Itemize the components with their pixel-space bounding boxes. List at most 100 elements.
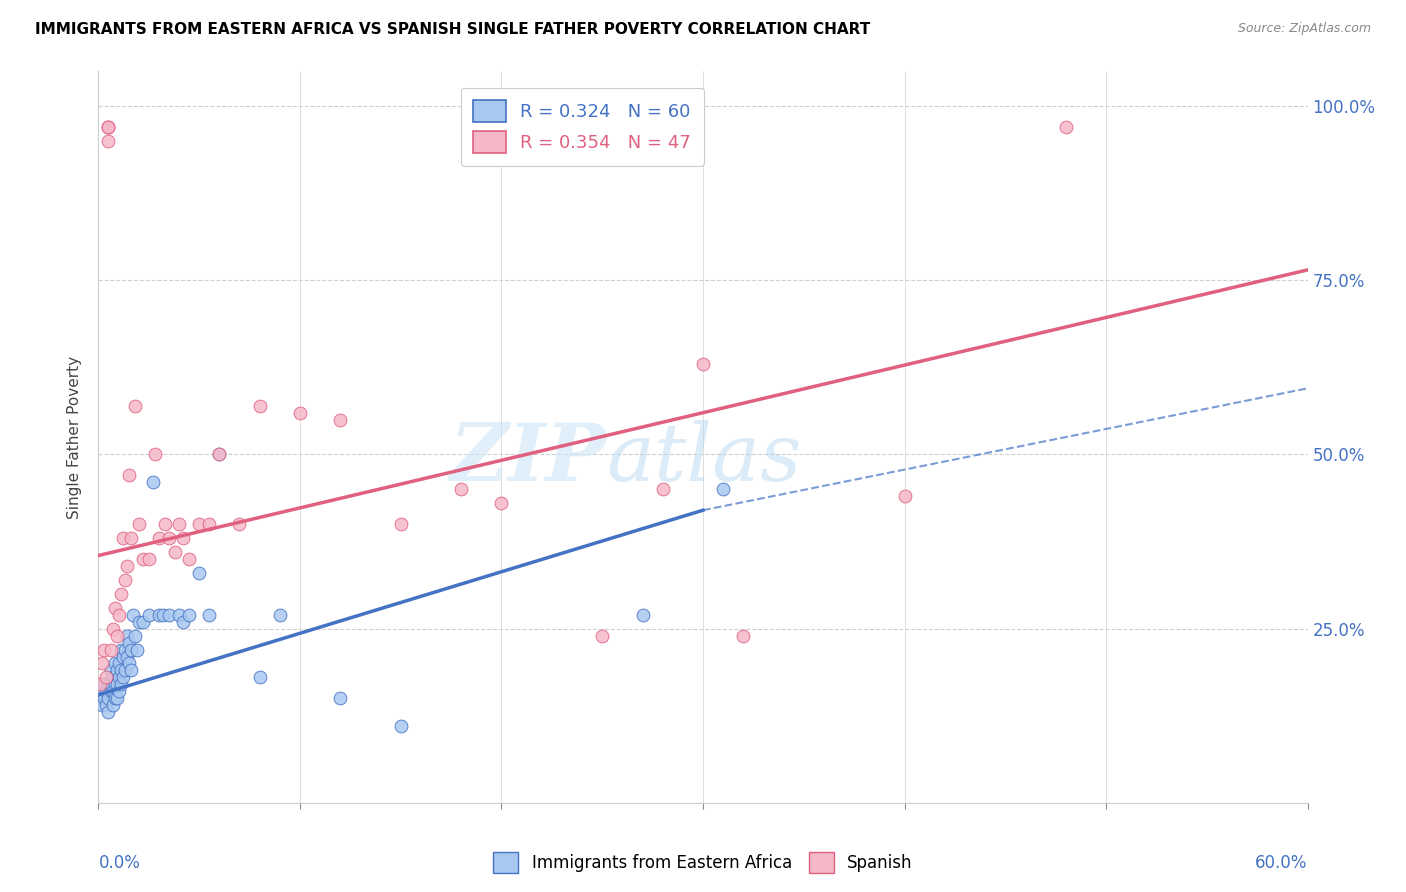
Point xyxy=(120,664,142,678)
Point xyxy=(157,531,180,545)
Point xyxy=(118,635,141,649)
Point xyxy=(249,670,271,684)
Point xyxy=(115,558,138,573)
Point xyxy=(93,691,115,706)
Text: IMMIGRANTS FROM EASTERN AFRICA VS SPANISH SINGLE FATHER POVERTY CORRELATION CHAR: IMMIGRANTS FROM EASTERN AFRICA VS SPANIS… xyxy=(35,22,870,37)
Point xyxy=(491,496,513,510)
Point xyxy=(100,677,122,691)
Point xyxy=(110,677,132,691)
Point xyxy=(172,615,194,629)
Point xyxy=(96,670,118,684)
Point xyxy=(96,698,118,713)
Point xyxy=(97,677,120,691)
Point xyxy=(167,517,190,532)
Point xyxy=(120,531,142,545)
Point xyxy=(114,573,136,587)
Point xyxy=(124,399,146,413)
Point xyxy=(111,670,134,684)
Point xyxy=(198,517,221,532)
Point xyxy=(101,670,124,684)
Point xyxy=(1054,120,1077,134)
Point xyxy=(132,615,155,629)
Point xyxy=(101,622,124,636)
Text: 60.0%: 60.0% xyxy=(1256,854,1308,872)
Point xyxy=(97,120,120,134)
Point xyxy=(97,120,120,134)
Text: ZIP: ZIP xyxy=(450,420,606,498)
Point xyxy=(105,677,128,691)
Point xyxy=(89,677,111,691)
Point xyxy=(103,691,125,706)
Text: Source: ZipAtlas.com: Source: ZipAtlas.com xyxy=(1237,22,1371,36)
Point xyxy=(97,705,120,719)
Point xyxy=(651,483,673,497)
Legend: R = 0.324   N = 60, R = 0.354   N = 47: R = 0.324 N = 60, R = 0.354 N = 47 xyxy=(461,87,703,166)
Point xyxy=(143,448,166,462)
Point xyxy=(711,483,734,497)
Point xyxy=(110,587,132,601)
Point xyxy=(329,412,352,426)
Point xyxy=(121,607,143,622)
Point xyxy=(103,600,125,615)
Point xyxy=(107,607,129,622)
Point xyxy=(93,642,115,657)
Point xyxy=(124,629,146,643)
Point xyxy=(115,629,138,643)
Point xyxy=(115,649,138,664)
Point xyxy=(100,664,122,678)
Point xyxy=(91,657,114,671)
Point xyxy=(110,642,132,657)
Point xyxy=(125,642,148,657)
Point xyxy=(450,483,472,497)
Point xyxy=(100,642,122,657)
Point xyxy=(142,475,165,490)
Point xyxy=(288,406,311,420)
Point xyxy=(103,657,125,671)
Point xyxy=(118,468,141,483)
Point xyxy=(97,134,120,148)
Point xyxy=(631,607,654,622)
Point xyxy=(96,684,118,698)
Point xyxy=(101,684,124,698)
Point xyxy=(172,531,194,545)
Point xyxy=(105,629,128,643)
Point xyxy=(591,629,613,643)
Point xyxy=(157,607,180,622)
Point xyxy=(93,677,115,691)
Point xyxy=(114,664,136,678)
Point xyxy=(89,691,111,706)
Point xyxy=(733,629,755,643)
Point xyxy=(269,607,291,622)
Point xyxy=(132,552,155,566)
Point xyxy=(228,517,250,532)
Point xyxy=(692,357,714,371)
Point xyxy=(148,531,170,545)
Point xyxy=(111,649,134,664)
Point xyxy=(163,545,186,559)
Point xyxy=(97,691,120,706)
Point xyxy=(152,607,174,622)
Point xyxy=(128,615,150,629)
Text: 0.0%: 0.0% xyxy=(98,854,141,872)
Point xyxy=(188,566,211,580)
Point xyxy=(120,642,142,657)
Point xyxy=(110,664,132,678)
Point xyxy=(111,531,134,545)
Point xyxy=(105,691,128,706)
Point xyxy=(91,684,114,698)
Point xyxy=(101,698,124,713)
Point xyxy=(107,670,129,684)
Point xyxy=(114,642,136,657)
Point xyxy=(208,448,231,462)
Point xyxy=(179,552,201,566)
Point xyxy=(91,698,114,713)
Text: atlas: atlas xyxy=(606,420,801,498)
Point xyxy=(105,664,128,678)
Point xyxy=(100,684,122,698)
Point xyxy=(167,607,190,622)
Point xyxy=(138,552,160,566)
Point xyxy=(249,399,271,413)
Legend: Immigrants from Eastern Africa, Spanish: Immigrants from Eastern Africa, Spanish xyxy=(486,846,920,880)
Point xyxy=(107,657,129,671)
Point xyxy=(208,448,231,462)
